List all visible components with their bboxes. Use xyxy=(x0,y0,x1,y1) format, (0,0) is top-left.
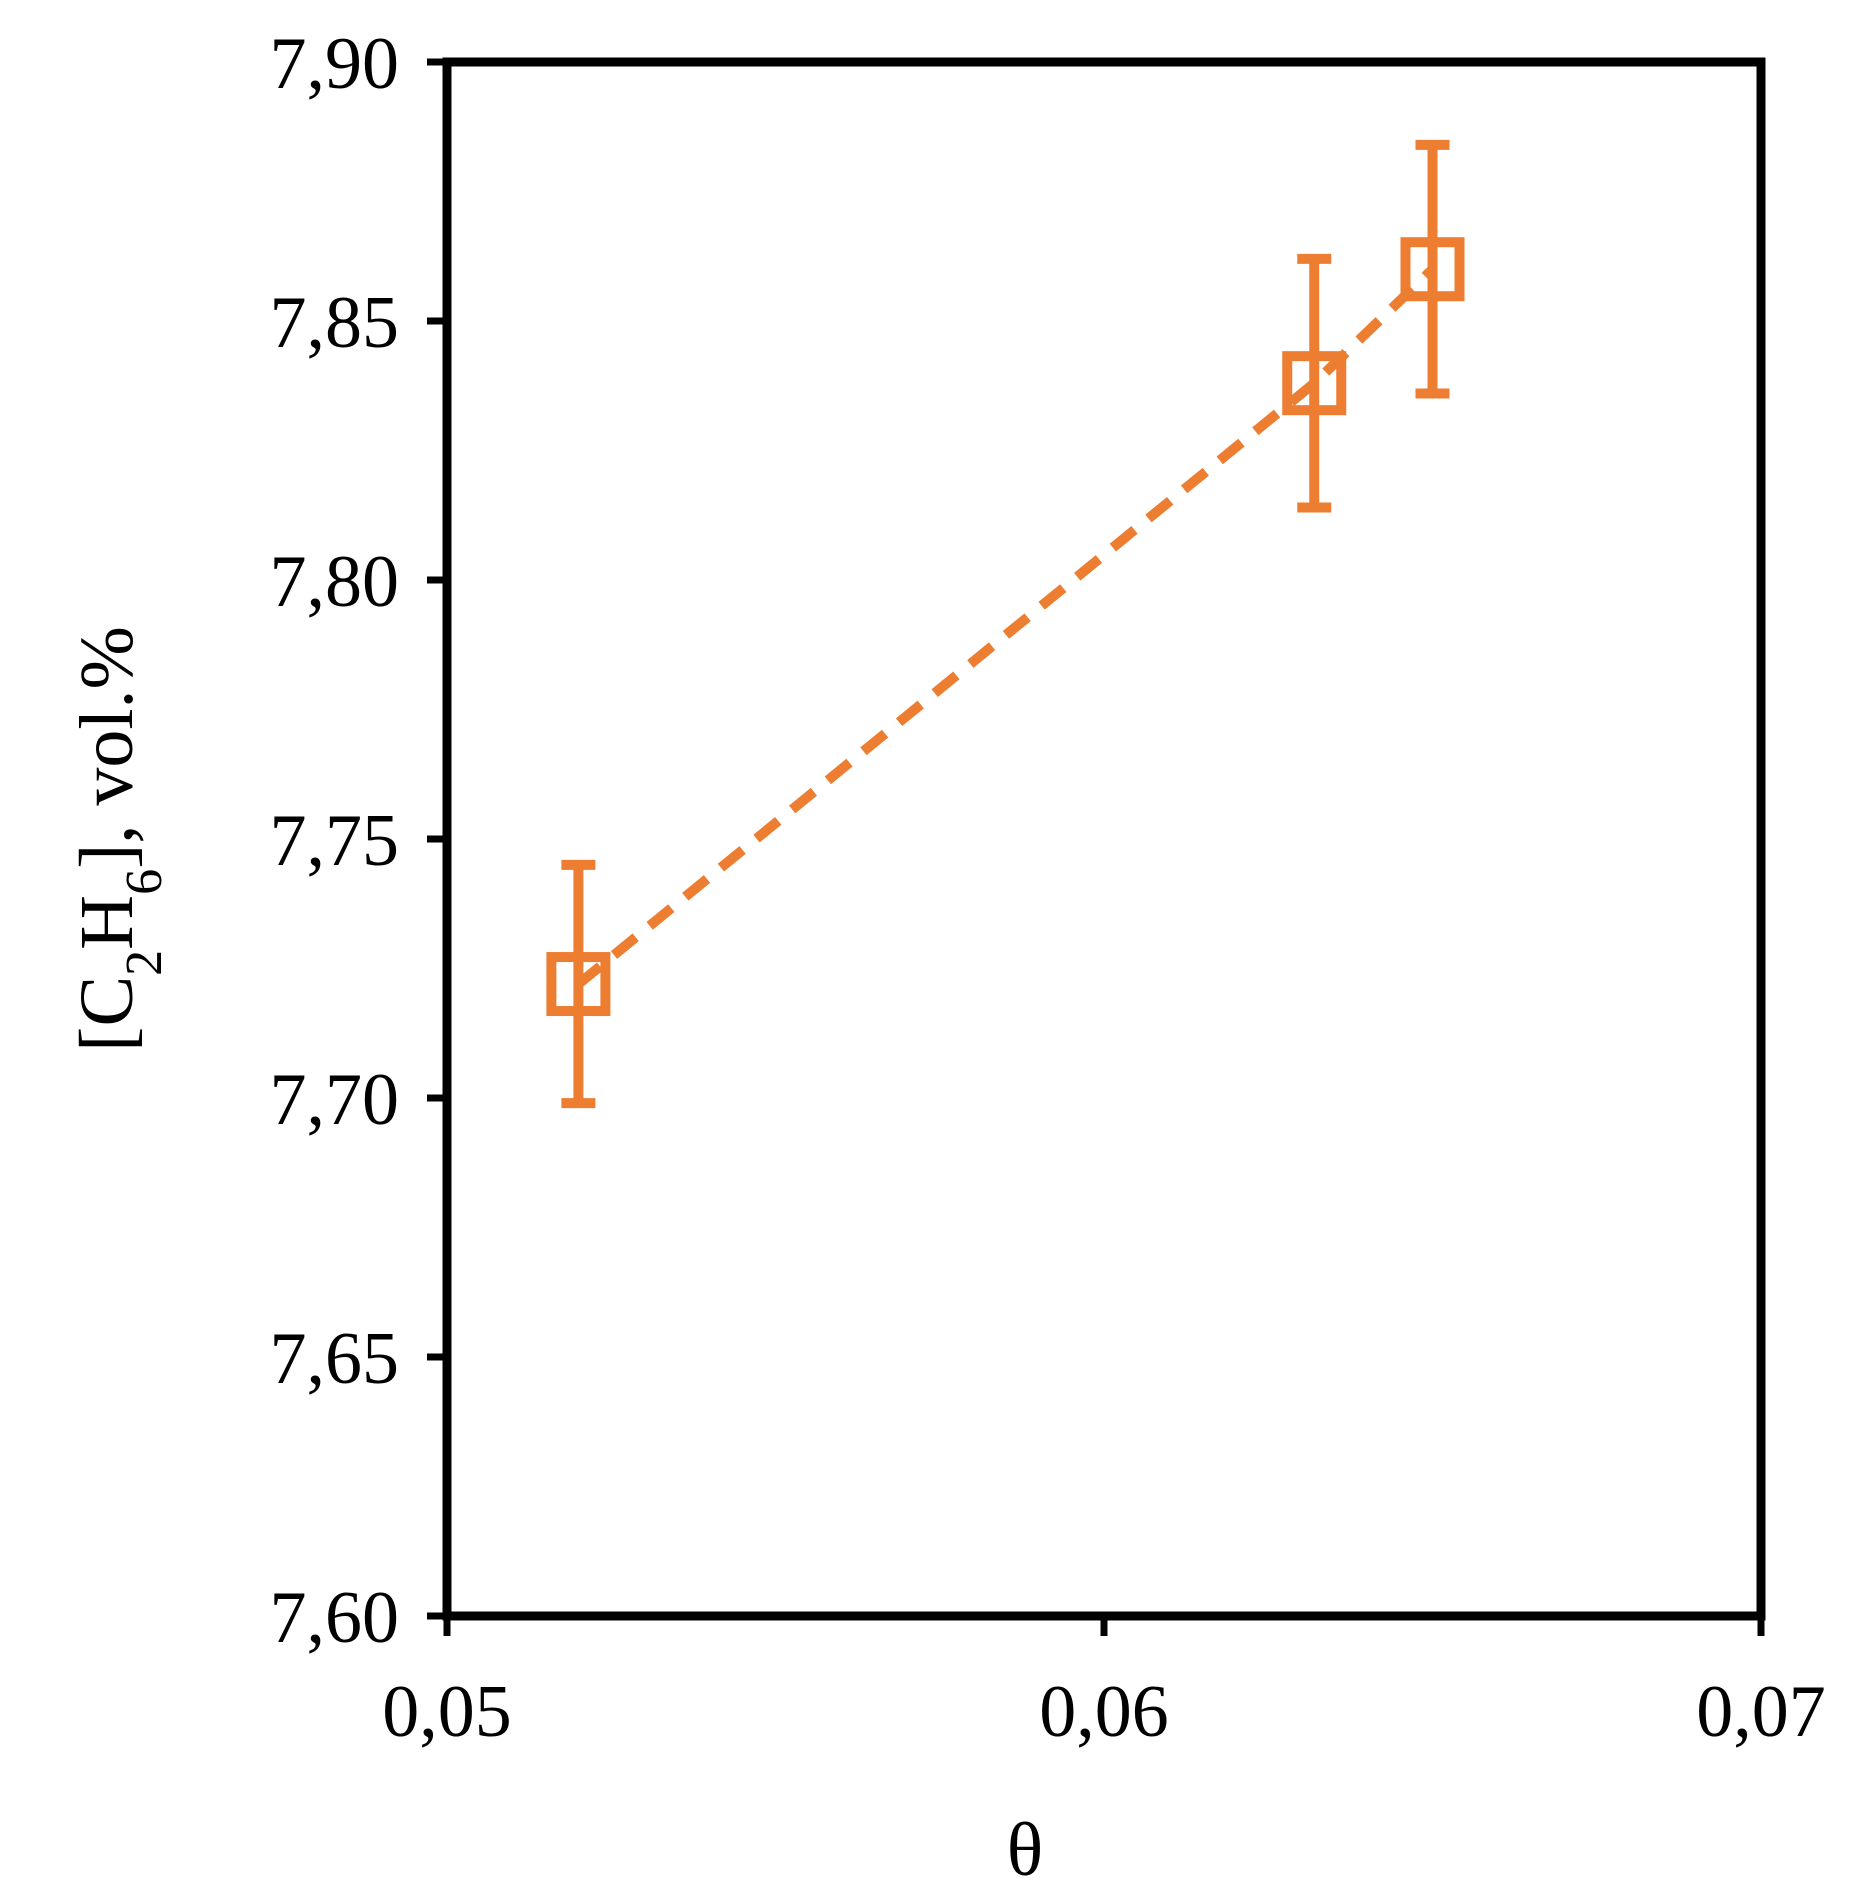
y-tick-label: 7,85 xyxy=(270,282,400,364)
y-tick-label: 7,75 xyxy=(270,800,400,882)
x-tick-label: 0,07 xyxy=(1696,1671,1826,1753)
y-axis-title-sub1: 2 xyxy=(116,950,173,976)
series-layer xyxy=(546,139,1465,1109)
data-point-marker xyxy=(546,952,611,1017)
y-tick-label: 7,60 xyxy=(270,1577,400,1659)
x-tick-label: 0,05 xyxy=(382,1671,512,1753)
x-tick-label: 0,06 xyxy=(1039,1671,1169,1753)
x-axis-title: θ xyxy=(1007,1808,1043,1890)
y-axis-title: [C2H6], vol.% xyxy=(65,626,173,1052)
x-axis-ticks: 0,05 0,06 0,07 xyxy=(382,1616,1826,1753)
y-axis-ticks: 7,60 7,65 7,70 7,75 7,80 7,85 7,90 xyxy=(270,23,447,1659)
y-tick-label: 7,70 xyxy=(270,1059,400,1141)
data-point-marker xyxy=(1400,237,1465,302)
y-axis-title-sub2: 6 xyxy=(116,869,173,895)
y-axis-title-mid: H xyxy=(65,895,149,950)
y-axis-title-suffix: ], vol.% xyxy=(65,626,149,869)
y-tick-label: 7,90 xyxy=(270,23,400,105)
y-axis-title-prefix: [C xyxy=(65,976,149,1052)
data-point-marker xyxy=(1282,351,1347,416)
y-tick-label: 7,80 xyxy=(270,541,400,623)
y-tick-label: 7,65 xyxy=(270,1318,400,1400)
series-line xyxy=(575,265,1436,988)
plot-area xyxy=(442,57,1766,1621)
